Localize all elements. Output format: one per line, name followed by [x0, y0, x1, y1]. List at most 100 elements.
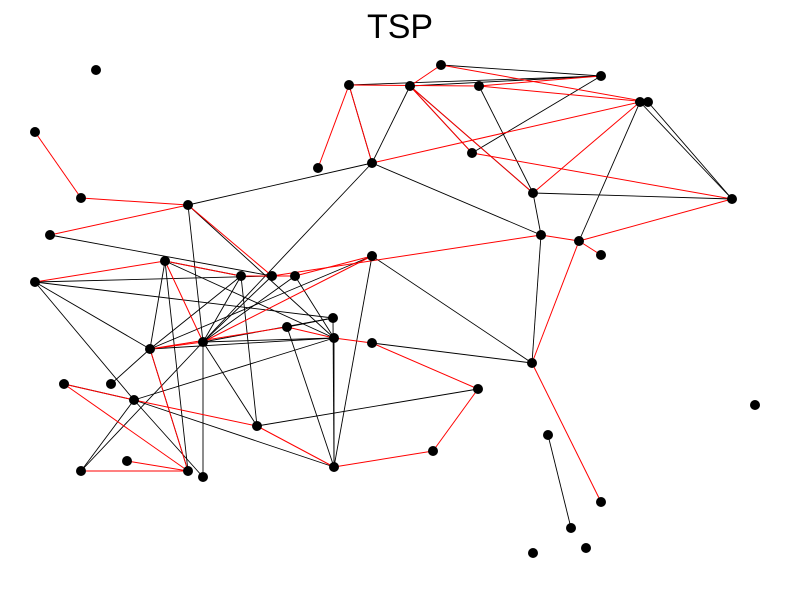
graph-node — [344, 80, 354, 90]
tour-edge — [471, 152, 733, 200]
graph-edge — [286, 317, 334, 328]
graph-node — [596, 497, 606, 507]
graph-node — [30, 127, 40, 137]
graph-edge — [34, 281, 151, 350]
graph-node — [122, 456, 132, 466]
graph-edge — [647, 101, 733, 200]
tour-edge — [371, 101, 641, 164]
tour-edge — [409, 85, 534, 194]
graph-node — [76, 466, 86, 476]
graph-node — [643, 97, 653, 107]
tour-edge — [286, 326, 335, 339]
graph-node — [290, 271, 300, 281]
graph-node — [329, 462, 339, 472]
graph-edge — [371, 342, 533, 364]
tour-edge — [432, 388, 479, 452]
graph-edge — [149, 337, 335, 350]
graph-node — [367, 338, 377, 348]
graph-edge — [478, 85, 534, 194]
graph-edge — [34, 281, 135, 401]
graph-edge — [202, 337, 335, 343]
graph-node — [59, 379, 69, 389]
tour-edge — [187, 204, 273, 277]
graph-edge — [202, 275, 273, 343]
graph-node — [313, 163, 323, 173]
tour-edge — [63, 383, 135, 401]
tour-edge — [348, 84, 373, 164]
graph-edge — [80, 399, 135, 472]
graph-node — [267, 271, 277, 281]
tour-edge — [532, 101, 641, 194]
tour-edge — [34, 131, 82, 199]
graph-node — [528, 188, 538, 198]
graph-edge — [149, 260, 166, 350]
tour-edge — [149, 326, 288, 350]
graph-node — [581, 543, 591, 553]
tour-edge — [271, 234, 542, 277]
tour-edge — [63, 383, 189, 472]
graph-node — [527, 358, 537, 368]
graph-edge — [371, 85, 411, 164]
graph-node — [596, 250, 606, 260]
graph-edge — [532, 192, 733, 200]
graph-node — [543, 430, 553, 440]
tour-edge — [294, 255, 373, 277]
graph-edge — [202, 341, 258, 427]
graph-node — [367, 251, 377, 261]
tour-edge — [126, 460, 189, 472]
graph-edge — [49, 234, 273, 277]
graph-node — [727, 194, 737, 204]
graph-node — [106, 379, 116, 389]
graph-node — [329, 333, 339, 343]
graph-edge — [333, 255, 373, 468]
graph-node — [45, 230, 55, 240]
graph-node — [750, 400, 760, 410]
graph-edge — [371, 162, 542, 236]
graph-edge — [532, 192, 542, 236]
graph-node — [198, 337, 208, 347]
graph-node — [236, 271, 246, 281]
graph-node — [528, 548, 538, 558]
graph-node — [183, 200, 193, 210]
graph-node — [198, 472, 208, 482]
nodes-layer — [30, 60, 760, 558]
graph-edge — [202, 275, 242, 343]
graph-edge — [409, 75, 602, 87]
tour-edge — [317, 84, 350, 169]
graph-edge — [149, 275, 242, 350]
graph-node — [76, 193, 86, 203]
tour-edge — [540, 234, 580, 242]
graph-node — [183, 466, 193, 476]
graph-node — [473, 384, 483, 394]
graph-edge — [256, 388, 479, 427]
graph-edge — [187, 204, 335, 339]
tour-edge — [164, 260, 242, 277]
graph-edge — [187, 162, 373, 206]
tour-edge — [49, 204, 189, 236]
graph-edge — [149, 255, 373, 350]
graph-edge — [578, 101, 641, 242]
tour-edge — [409, 85, 473, 154]
tour-edge — [371, 342, 479, 390]
graph-node — [129, 395, 139, 405]
graph-edge — [371, 255, 533, 364]
graph-edge — [639, 101, 733, 200]
graph-node — [367, 158, 377, 168]
graph-node — [30, 277, 40, 287]
tour-edge — [80, 197, 189, 206]
graph-edge — [110, 348, 151, 385]
graph-edge — [348, 75, 602, 86]
tour-edge — [164, 260, 204, 343]
graph-edge — [164, 260, 189, 472]
graph-node — [328, 313, 338, 323]
tour-edge — [440, 64, 649, 103]
graph-node — [91, 65, 101, 75]
graph-edge — [531, 234, 542, 364]
graph-node — [145, 344, 155, 354]
graph-node — [596, 71, 606, 81]
tour-edge — [478, 85, 649, 103]
graph-node — [160, 256, 170, 266]
graph-edge — [471, 75, 602, 154]
graph-edge — [294, 275, 335, 339]
